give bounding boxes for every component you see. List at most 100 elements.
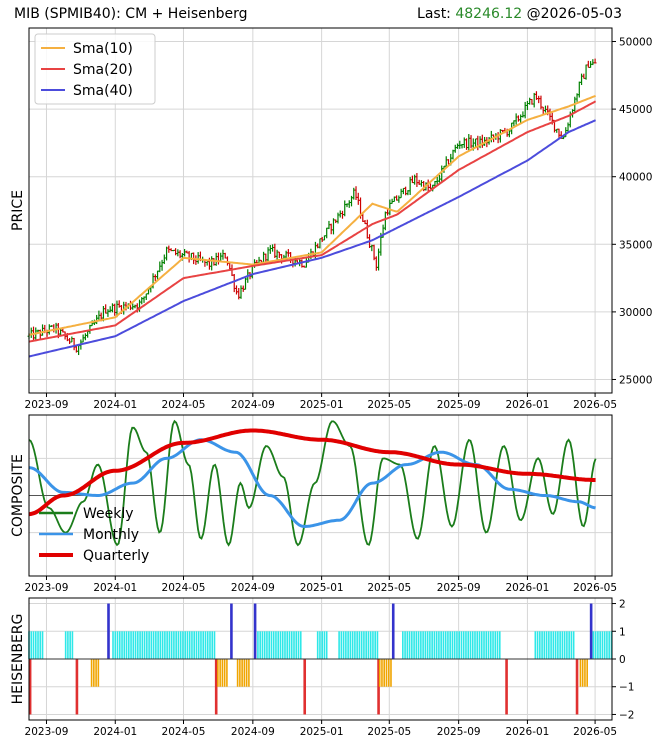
heisenberg-bar [303,659,307,715]
heisenberg-bar [284,631,286,659]
heisenberg-bar [413,631,415,659]
x-tick-label: 2025-05 [367,399,411,411]
legend-entry: Weekly [83,506,134,522]
x-tick-label: 2025-09 [437,726,481,736]
heisenberg-bar [381,659,383,687]
heisenberg-bar [41,631,44,659]
heisenberg-bar [494,631,497,659]
heisenberg-bar [150,631,153,659]
heisenberg-bar [200,631,202,659]
heisenberg-bar [557,631,559,659]
heisenberg-bar [485,631,488,659]
composite-panel-frame [28,414,613,577]
legend-entry: Quarterly [83,548,149,564]
heisenberg-bar [496,631,499,659]
heisenberg-bar [209,631,211,659]
heisenberg-bar [391,603,395,659]
heisenberg-bar [603,631,606,659]
heisenberg-bar [365,631,367,659]
heisenberg-bar [601,631,604,659]
heisenberg-bar [293,631,295,659]
heisenberg-bar [275,631,277,659]
heisenberg-bar [356,631,358,659]
heisenberg-bar [179,631,182,659]
heisenberg-bar [408,631,411,659]
last-value: 48246.12 [455,6,523,22]
composite-line-monthly [28,438,596,529]
heisenberg-bar [277,631,280,659]
heisenberg-bar [132,631,135,659]
y-tick-label: 1 [619,626,626,638]
heisenberg-bar [319,631,321,659]
x-tick-label: 2024-01 [93,399,137,411]
x-tick-label: 2023-09 [25,399,69,411]
heisenberg-bar [411,631,413,659]
heisenberg-bar [385,659,388,687]
heisenberg-bar [236,659,239,687]
heisenberg-bar [168,631,171,659]
heisenberg-bar [462,631,465,659]
heisenberg-bar [433,631,436,659]
y-tick-label: 30000 [619,307,652,319]
heisenberg-bar [474,631,476,659]
heisenberg-bar [177,631,180,659]
heisenberg-bar [378,659,381,687]
heisenberg-bar [597,631,599,659]
heisenberg-bar [202,631,205,659]
heisenberg-bar [204,631,207,659]
heisenberg-bar [435,631,438,659]
heisenberg-bar [69,631,71,659]
heisenberg-bar [161,631,164,659]
heisenberg-bar [290,631,293,659]
legend-entry: Monthly [83,527,139,543]
heisenberg-bar [387,659,390,687]
heisenberg-bar [143,631,146,659]
heisenberg-bar [420,631,422,659]
x-tick-label: 2025-01 [300,582,344,594]
heisenberg-bar [137,631,139,659]
heisenberg-bar [241,659,243,687]
heisenberg-bar [453,631,456,659]
heisenberg-bar [268,631,270,659]
heisenberg-bar [316,631,319,659]
heisenberg-bar [221,659,224,687]
heisenberg-bar [404,631,406,659]
heisenberg-bar [213,631,216,659]
x-tick-label: 2026-01 [505,399,549,411]
heisenberg-bar [548,631,550,659]
heisenberg-bar [71,631,74,659]
heisenberg-bar [166,631,168,659]
heisenberg-bar [281,631,284,659]
heisenberg-bar [369,631,372,659]
x-tick-label: 2024-01 [93,582,137,594]
heisenberg-bar [148,631,150,659]
heisenberg-bar [390,659,392,687]
heisenberg-bar [288,631,291,659]
heisenberg-bar [125,631,128,659]
y-axis-label: PRICE [10,190,26,231]
heisenberg-bar [295,631,298,659]
heisenberg-bar [554,631,557,659]
price-legend-box [34,33,156,105]
heisenberg-bar [541,631,543,659]
heisenberg-bar [75,659,79,715]
heisenberg-bar [354,631,356,659]
composite-line-quarterly [28,428,596,517]
x-tick-label: 2026-05 [573,399,617,411]
heisenberg-bar [261,631,264,659]
heisenberg-bar [345,631,347,659]
heisenberg-bar [489,631,492,659]
x-tick-label: 2024-01 [93,726,137,736]
heisenberg-bar [186,631,189,659]
heisenberg-bar [299,631,302,659]
heisenberg-bar [93,659,95,687]
heisenberg-bar [272,631,275,659]
y-axis-label: HEISENBERG [10,614,26,705]
heisenberg-bar [581,659,584,687]
heisenberg-bar [259,631,261,659]
x-tick-label: 2025-01 [300,399,344,411]
heisenberg-bar [550,631,552,659]
heisenberg-bar [347,631,349,659]
heisenberg-bar [206,631,209,659]
heisenberg-bar [536,631,539,659]
